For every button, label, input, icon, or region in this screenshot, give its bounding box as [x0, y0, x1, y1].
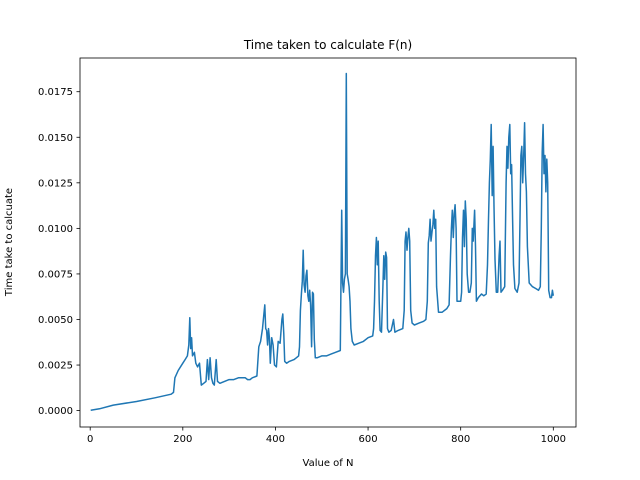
y-axis-title: Time take to calcuate: [4, 188, 15, 297]
y-tick-label: 0.0075: [38, 269, 73, 280]
x-axis: 0 200 400 600 800 1000: [87, 427, 566, 445]
chart-title: Time taken to calculate F(n): [243, 38, 412, 52]
x-tick-label: 0: [87, 434, 93, 445]
plot-area: [80, 58, 576, 427]
x-tick-label: 800: [451, 434, 470, 445]
y-tick-label: 0.0125: [38, 178, 73, 189]
x-axis-title: Value of N: [303, 458, 354, 469]
y-axis: 0.0000 0.0025 0.0050 0.0075 0.0100 0.0125 0.01…: [38, 87, 80, 417]
y-tick-label: 0.0175: [38, 87, 73, 98]
y-tick-label: 0.0150: [38, 133, 73, 144]
x-tick-label: 400: [266, 434, 285, 445]
y-tick-label: 0.0050: [38, 315, 73, 326]
y-tick-label: 0.0025: [38, 361, 73, 372]
y-tick-label: 0.0000: [38, 406, 73, 417]
x-tick-label: 1000: [541, 434, 566, 445]
x-tick-label: 600: [359, 434, 378, 445]
series-line: [90, 72, 555, 411]
plot-frame: [79, 57, 577, 428]
x-tick-label: 200: [173, 434, 192, 445]
y-tick-label: 0.0100: [38, 224, 73, 235]
